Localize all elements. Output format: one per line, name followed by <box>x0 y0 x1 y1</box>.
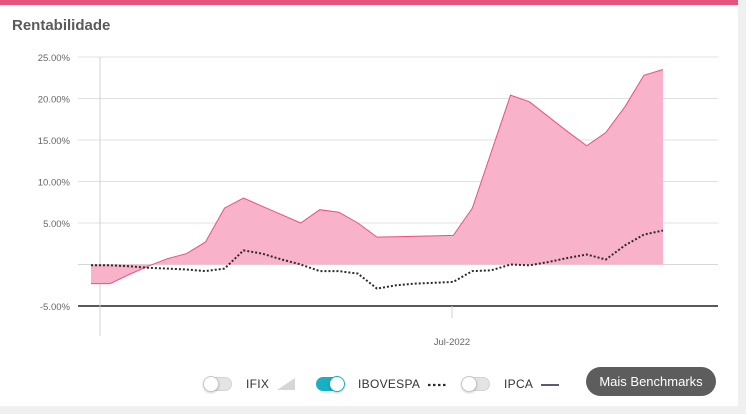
x-tick-label: Jul-2022 <box>434 337 470 348</box>
y-tick-label: 25.00% <box>38 53 71 64</box>
ibovespa-line <box>91 229 664 290</box>
more-benchmarks-button[interactable]: Mais Benchmarks <box>586 367 716 396</box>
y-tick-label: 10.00% <box>38 178 71 189</box>
fund-line <box>91 69 664 285</box>
y-axis-ticks: 25.00% 20.00% 15.00% 10.00% 5.00% -5.00% <box>38 53 71 313</box>
ifix-toggle[interactable] <box>203 376 232 392</box>
series-layer <box>91 69 664 290</box>
ibovespa-toggle[interactable] <box>316 376 345 392</box>
legend-item-ibovespa[interactable]: IBOVESPA <box>316 374 449 394</box>
dotted-line-icon <box>428 383 449 387</box>
y-tick-label: -5.00% <box>40 302 71 313</box>
legend-item-ipca[interactable]: IPCA <box>461 374 560 394</box>
legend-label-ipca: IPCA <box>504 377 534 391</box>
y-tick-label: 15.00% <box>38 136 71 147</box>
y-tick-label: 5.00% <box>43 219 70 230</box>
x-axis-labels: Jul-2022 <box>434 337 470 348</box>
solid-line-icon <box>541 384 560 386</box>
fund-area <box>91 69 663 284</box>
legend-label-ifix: IFIX <box>246 377 270 391</box>
legend-label-ibovespa: IBOVESPA <box>358 377 421 391</box>
ipca-toggle[interactable] <box>461 376 490 392</box>
panel-title: Rentabilidade <box>12 17 111 34</box>
y-tick-label: 20.00% <box>38 95 71 106</box>
legend-item-ifix[interactable]: IFIX <box>203 374 296 394</box>
area-swatch-icon <box>277 378 296 390</box>
